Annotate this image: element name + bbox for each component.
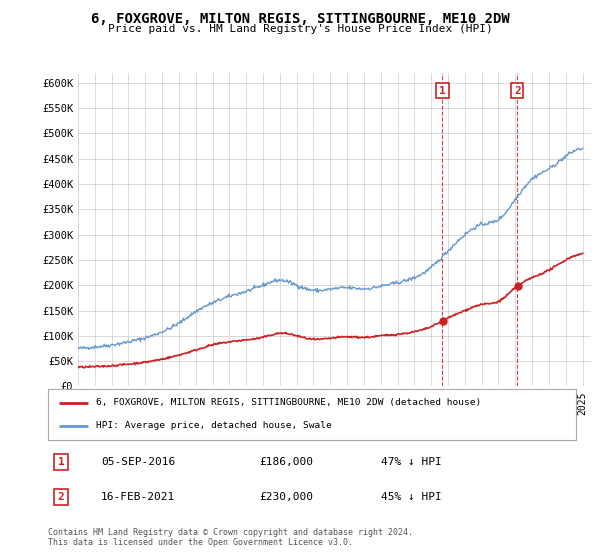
Text: 1: 1 — [58, 457, 65, 467]
Text: 05-SEP-2016: 05-SEP-2016 — [101, 457, 175, 467]
Text: 2: 2 — [58, 492, 65, 502]
Text: 1: 1 — [439, 86, 446, 96]
Text: 16-FEB-2021: 16-FEB-2021 — [101, 492, 175, 502]
Text: 6, FOXGROVE, MILTON REGIS, SITTINGBOURNE, ME10 2DW (detached house): 6, FOXGROVE, MILTON REGIS, SITTINGBOURNE… — [95, 398, 481, 407]
Text: 6, FOXGROVE, MILTON REGIS, SITTINGBOURNE, ME10 2DW: 6, FOXGROVE, MILTON REGIS, SITTINGBOURNE… — [91, 12, 509, 26]
Text: 2: 2 — [514, 86, 521, 96]
Text: HPI: Average price, detached house, Swale: HPI: Average price, detached house, Swal… — [95, 422, 331, 431]
Text: 47% ↓ HPI: 47% ↓ HPI — [380, 457, 442, 467]
Text: Contains HM Land Registry data © Crown copyright and database right 2024.
This d: Contains HM Land Registry data © Crown c… — [48, 528, 413, 547]
Text: £230,000: £230,000 — [259, 492, 313, 502]
Text: £186,000: £186,000 — [259, 457, 313, 467]
Text: 45% ↓ HPI: 45% ↓ HPI — [380, 492, 442, 502]
Text: Price paid vs. HM Land Registry's House Price Index (HPI): Price paid vs. HM Land Registry's House … — [107, 24, 493, 34]
